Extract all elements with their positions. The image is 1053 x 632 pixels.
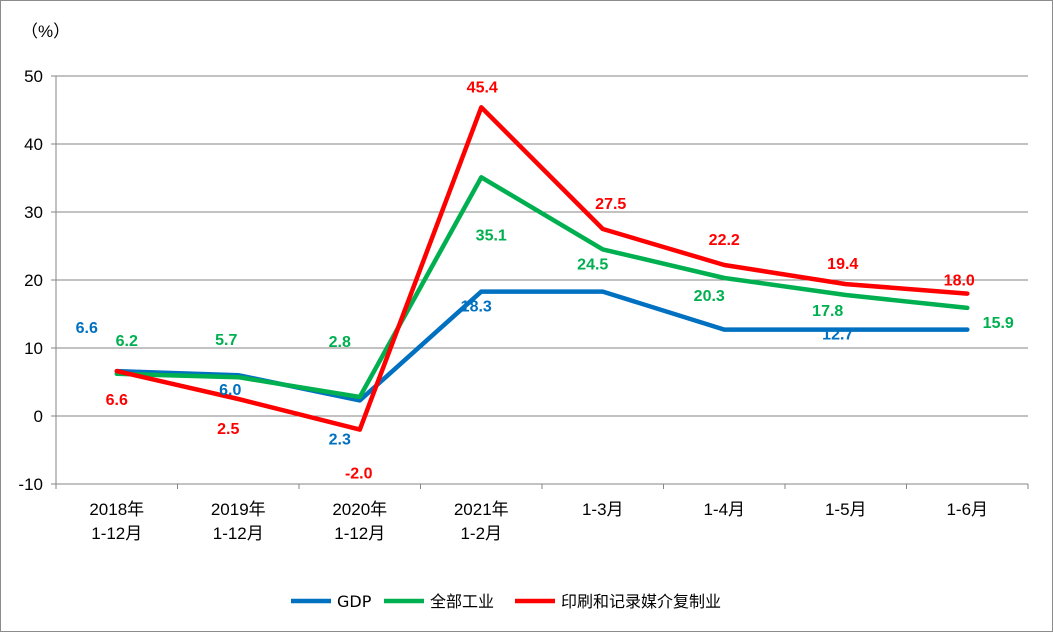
gridlines — [55, 75, 1028, 485]
data-label: 19.4 — [827, 256, 858, 273]
data-label: 2.3 — [329, 431, 351, 448]
y-axis-ticks: -10 0 10 20 30 40 50 — [18, 67, 56, 494]
x-tick-label: 1-12月 — [334, 524, 385, 543]
data-label: 22.2 — [709, 232, 740, 249]
x-tick-label: 2018年 — [89, 500, 144, 519]
y-tick-label--10: -10 — [18, 475, 43, 494]
x-tick-label: 2019年 — [211, 500, 266, 519]
data-label: 45.4 — [467, 79, 498, 96]
legend-entry-1: 全部工业 — [430, 592, 494, 611]
legend: GDP 全部工业 印刷和记录媒介复制业 — [291, 592, 721, 611]
data-label: 6.0 — [219, 382, 241, 399]
data-label: 6.2 — [116, 333, 138, 350]
x-tick-label: 2020年 — [332, 500, 387, 519]
x-tick-label: 2021年 — [454, 500, 509, 519]
data-label: 18.0 — [944, 273, 975, 290]
series-line-1 — [114, 175, 970, 400]
x-tick-label: 1-4月 — [703, 500, 745, 519]
y-tick-label-50: 50 — [24, 67, 43, 86]
series-line-2 — [114, 105, 970, 432]
data-label: 12.7 — [822, 327, 853, 344]
data-label: 6.6 — [76, 320, 98, 337]
x-tick-label: 1-6月 — [946, 500, 988, 519]
legend-entry-0: GDP — [337, 592, 372, 611]
data-label: 20.3 — [694, 288, 725, 305]
x-tick-label: 1-3月 — [582, 500, 624, 519]
data-label: 5.7 — [215, 332, 237, 349]
data-label: 35.1 — [476, 227, 507, 244]
data-label: 2.8 — [329, 334, 351, 351]
y-tick-label-30: 30 — [24, 203, 43, 222]
x-tick-label: 1-5月 — [825, 500, 867, 519]
y-tick-label-40: 40 — [24, 135, 43, 154]
data-label: -2.0 — [345, 466, 373, 483]
x-tick-label: 1-12月 — [91, 524, 142, 543]
data-label: 18.3 — [461, 299, 492, 316]
data-label: 27.5 — [595, 196, 626, 213]
data-label: 6.6 — [106, 392, 128, 409]
data-label: 15.9 — [983, 315, 1014, 332]
data-label: 17.8 — [812, 303, 843, 320]
y-tick-label-20: 20 — [24, 271, 43, 290]
x-tick-label: 1-2月 — [460, 524, 502, 543]
legend-entry-2: 印刷和记录媒介复制业 — [561, 592, 721, 611]
y-axis-unit-label: （%） — [21, 22, 70, 41]
data-label: 24.5 — [577, 256, 608, 273]
x-tick-label: 1-12月 — [213, 524, 264, 543]
x-axis: 2018年 1-12月 2019年 1-12月 2020年 1-12月 2021年 1-2月 1… — [55, 484, 1029, 543]
y-tick-label-10: 10 — [24, 339, 43, 358]
data-labels: 6.6 6.0 2.3 18.3 12.7 6.2 5.7 2.8 35.1 24.5 20.3 17… — [76, 79, 1014, 482]
data-label: 2.5 — [217, 421, 239, 438]
series-lines — [114, 105, 970, 432]
y-tick-label-0: 0 — [34, 407, 43, 426]
